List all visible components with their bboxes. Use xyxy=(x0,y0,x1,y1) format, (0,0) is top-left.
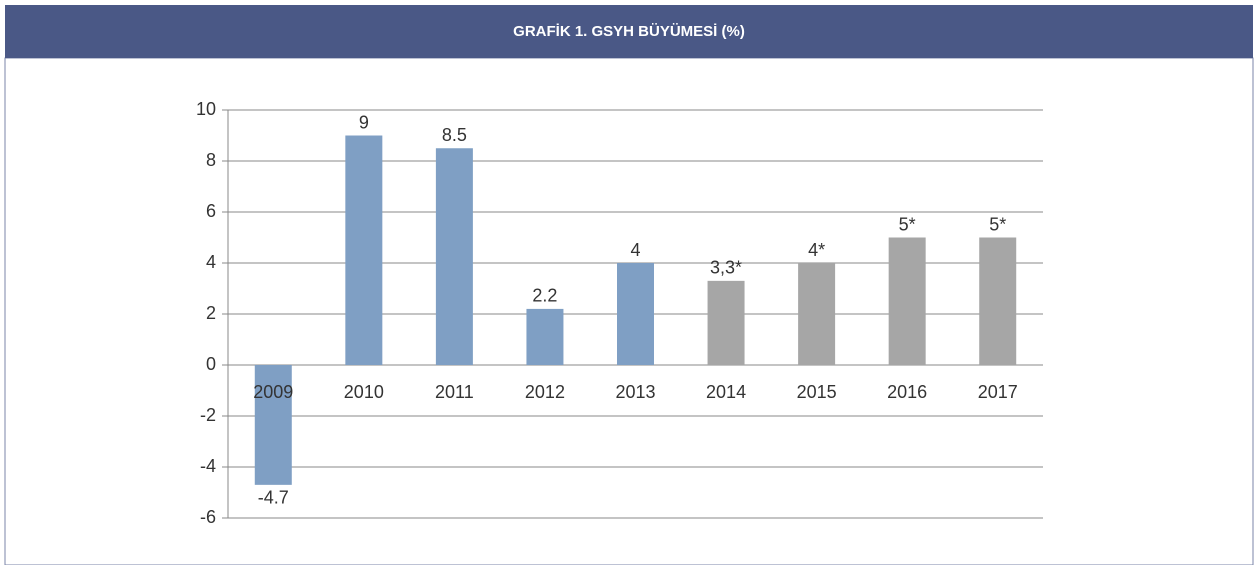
y-tick-label: -4 xyxy=(200,456,216,476)
data-label: 4* xyxy=(808,240,825,260)
y-tick-label: -2 xyxy=(200,405,216,425)
data-label: 4 xyxy=(630,240,640,260)
data-label: -4.7 xyxy=(258,488,289,508)
y-tick-label: 8 xyxy=(206,150,216,170)
data-label: 2.2 xyxy=(532,286,557,306)
x-tick-label: 2015 xyxy=(797,382,837,402)
data-label: 9 xyxy=(359,112,369,132)
y-tick-label: 0 xyxy=(206,354,216,374)
x-tick-label: 2011 xyxy=(435,382,474,402)
data-label: 5* xyxy=(899,214,916,234)
chart-title: GRAFİK 1. GSYH BÜYÜMESİ (%) xyxy=(513,23,745,40)
y-tick-label: -6 xyxy=(200,507,216,527)
header xyxy=(5,5,1253,58)
x-tick-label: 2010 xyxy=(344,382,384,402)
x-tick-label: 2012 xyxy=(525,382,565,402)
data-label: 3,3* xyxy=(710,258,742,278)
x-tick-label: 2009 xyxy=(253,382,293,402)
bar xyxy=(526,308,564,365)
y-tick-label: 10 xyxy=(196,99,216,119)
data-label: 8.5 xyxy=(442,125,467,145)
y-tick-label: 6 xyxy=(206,201,216,221)
bar xyxy=(254,365,292,485)
data-label: 5* xyxy=(989,214,1006,234)
x-tick-label: 2013 xyxy=(615,382,655,402)
x-tick-label: 2016 xyxy=(887,382,927,402)
x-tick-label: 2017 xyxy=(978,382,1018,402)
bar xyxy=(345,135,383,365)
bar xyxy=(617,263,654,365)
bar xyxy=(707,280,745,365)
bar xyxy=(798,263,836,365)
bar xyxy=(979,237,1017,365)
x-tick-label: 2014 xyxy=(706,382,746,402)
y-tick-label: 2 xyxy=(206,303,216,323)
y-tick-label: 4 xyxy=(206,252,216,272)
bar xyxy=(435,148,473,365)
bar xyxy=(888,237,926,365)
